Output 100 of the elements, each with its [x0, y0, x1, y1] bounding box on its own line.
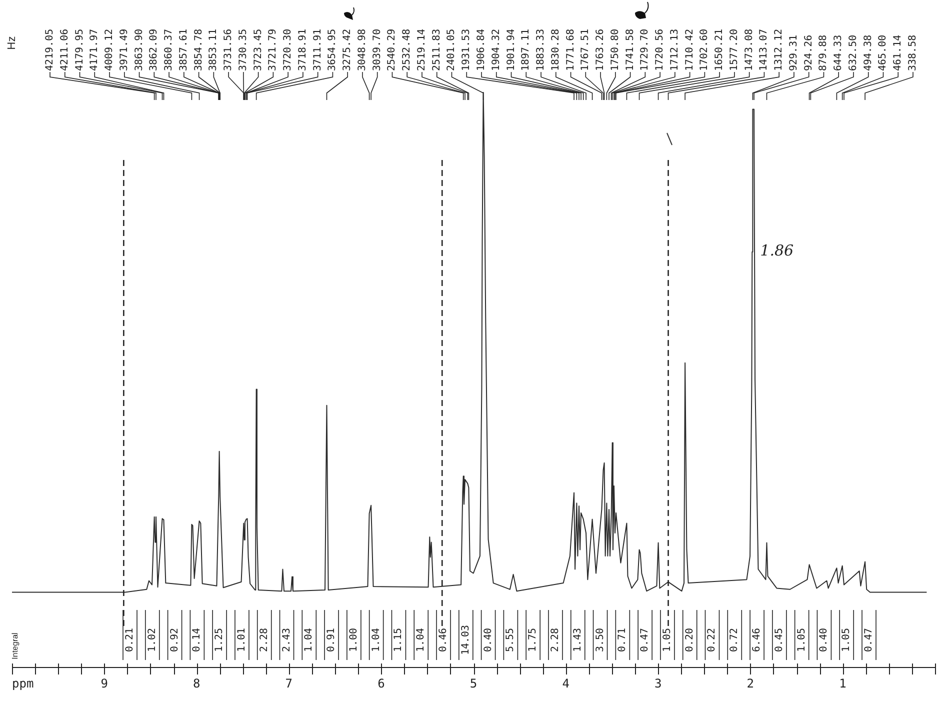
annotation: 14.03 — [460, 624, 472, 656]
annotation: 3039.70 — [372, 28, 383, 71]
annotation: 0.20 — [684, 628, 696, 652]
annotation: 2519.14 — [416, 28, 428, 71]
annotation: 3857.61 — [178, 28, 190, 71]
annotation: 3048.98 — [356, 28, 368, 71]
annotation: 1750.80 — [610, 28, 621, 71]
annotation: 1712.13 — [669, 28, 680, 71]
annotation: 2.28 — [258, 628, 270, 652]
annotation: 4171.97 — [89, 28, 100, 71]
annotation: 1.04 — [304, 628, 315, 652]
annotation: 6.46 — [752, 628, 763, 652]
annotation: 2540.29 — [386, 28, 398, 71]
annotation: 461.14 — [892, 34, 904, 71]
annotation: 3723.45 — [252, 28, 264, 71]
annotation: 1.02 — [146, 628, 158, 652]
annotation: 3711.91 — [312, 28, 324, 71]
annotation: 3853.11 — [208, 28, 220, 71]
annotation: 1897.11 — [520, 28, 532, 71]
annotation: 2511.83 — [431, 28, 442, 71]
x-tick-label: 7 — [285, 676, 293, 690]
annotation: 3730.35 — [238, 28, 249, 71]
annotation: 3863.90 — [134, 28, 145, 71]
annotation: 4009.12 — [104, 28, 116, 71]
annotation: 1.05 — [796, 628, 808, 652]
annotation: 1473.08 — [744, 28, 755, 71]
annotation: 1.25 — [214, 628, 226, 652]
annotation: 3.50 — [594, 628, 606, 652]
annotation: 1650.21 — [714, 28, 726, 71]
text: Hz — [6, 36, 18, 50]
annotation: 1.05 — [841, 628, 852, 652]
annotation: 1729.70 — [640, 28, 651, 71]
annotation: 0.72 — [729, 628, 740, 652]
annotation: 879.88 — [818, 34, 830, 71]
annotation: 2532.48 — [402, 28, 413, 71]
annotation: 0.91 — [326, 628, 338, 652]
annotation: 2401.05 — [446, 28, 458, 71]
annotation: 1702.60 — [699, 28, 710, 71]
annotation: 1312.12 — [774, 28, 785, 71]
annotation: 4219.05 — [44, 28, 56, 71]
annotation: 1.86 — [760, 242, 794, 260]
annotation: 2.28 — [550, 628, 561, 652]
annotation: 929.31 — [788, 34, 800, 71]
annotation: 0.40 — [482, 628, 494, 652]
x-tick-label: 9 — [100, 676, 108, 690]
annotation: 1741.58 — [624, 28, 636, 71]
x-tick-label: 8 — [192, 676, 200, 690]
x-tick-label: 3 — [654, 676, 662, 690]
annotation: 1710.42 — [684, 28, 696, 71]
annotation: 0.21 — [124, 628, 136, 652]
annotation: 1830.28 — [550, 28, 562, 71]
x-axis-title: ppm — [12, 676, 34, 691]
annotation: 644.33 — [833, 34, 844, 71]
annotation: 0.92 — [169, 628, 180, 652]
annotation: 0.71 — [617, 628, 628, 652]
annotation: 1767.51 — [580, 28, 592, 71]
annotation: 3721.79 — [268, 28, 279, 71]
annotation: 3731.56 — [223, 28, 234, 71]
x-tick-label: 2 — [746, 676, 754, 690]
annotation: 465.00 — [878, 34, 889, 71]
x-tick-label: 6 — [378, 676, 385, 690]
annotation: 1577.20 — [728, 28, 740, 71]
annotation: 1.01 — [236, 628, 248, 652]
annotation: 0.40 — [818, 628, 830, 652]
annotation: 0.14 — [192, 628, 203, 652]
annotation: 3718.91 — [297, 28, 308, 71]
annotation: 0.47 — [864, 628, 874, 652]
annotation: 1906.84 — [476, 28, 487, 71]
annotation: 1.04 — [370, 628, 382, 652]
annotation: 1413.07 — [758, 28, 770, 71]
annotation: 0.45 — [774, 628, 785, 652]
annotation: 1763.26 — [595, 28, 606, 71]
annotation: 338.58 — [908, 34, 918, 71]
annotation: 4211.06 — [59, 28, 70, 71]
annotation: 0.22 — [706, 628, 718, 652]
annotation: 0.47 — [640, 628, 651, 652]
annotation: 1904.32 — [490, 28, 502, 71]
annotation: 924.26 — [803, 34, 814, 71]
annotation: Integral — [10, 632, 20, 660]
annotation: 3854.78 — [193, 28, 204, 71]
annotation: 1901.94 — [506, 28, 517, 71]
annotation: 1.75 — [528, 628, 539, 652]
annotation: 494.38 — [862, 34, 874, 71]
annotation: 632.50 — [848, 34, 859, 71]
annotation: 1883.33 — [536, 28, 547, 71]
annotation: 1.00 — [348, 628, 360, 652]
annotation: 3860.37 — [164, 28, 175, 71]
annotation: 1.05 — [662, 628, 673, 652]
annotation: 3720.30 — [282, 28, 294, 71]
annotation: 5.55 — [505, 628, 516, 652]
annotation: 3275.42 — [342, 28, 354, 71]
annotation: 1931.53 — [461, 28, 472, 71]
x-tick-label: 4 — [562, 676, 570, 690]
annotation: 1.15 — [393, 628, 404, 652]
annotation: 1.04 — [416, 628, 427, 652]
annotation: 0.46 — [438, 628, 450, 652]
annotation: 4179.95 — [74, 28, 86, 71]
x-tick-label: 5 — [470, 676, 478, 690]
x-tick-label: 1 — [839, 676, 846, 690]
annotation: 1720.56 — [654, 28, 666, 71]
